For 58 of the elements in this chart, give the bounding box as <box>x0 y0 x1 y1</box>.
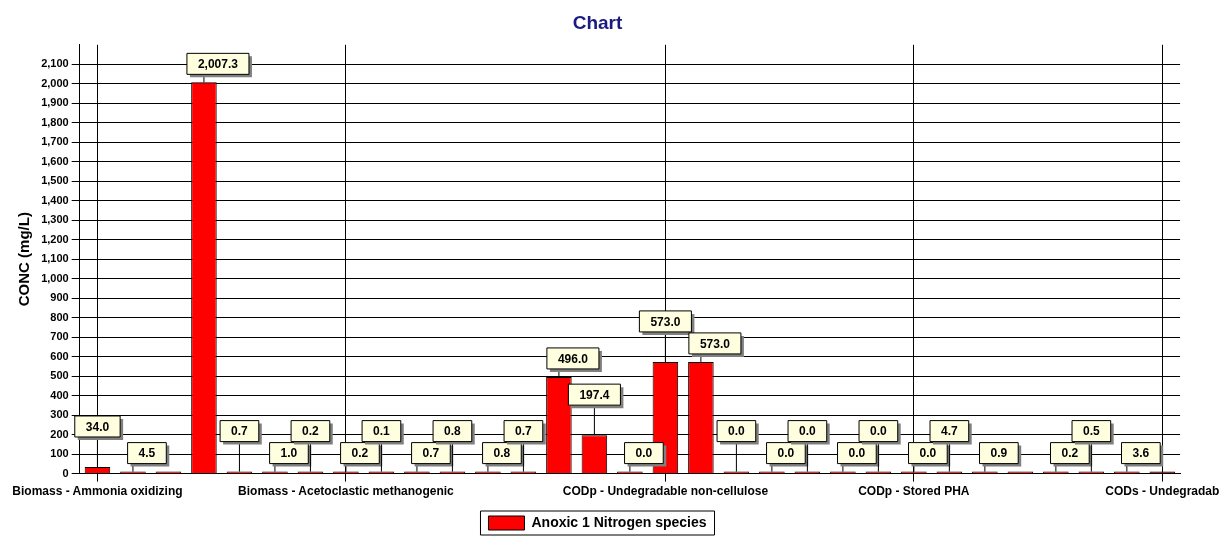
data-label: 4.7 <box>941 424 959 439</box>
x-tick-label: CODs - Undegradab <box>1105 484 1220 499</box>
data-label: 0.7 <box>231 424 249 439</box>
y-tick-label: 1,000 <box>41 271 69 284</box>
y-tick-label: 700 <box>50 330 69 343</box>
legend-label: Anoxic 1 Nitrogen species <box>531 513 707 530</box>
chart-title: Chart <box>572 11 623 33</box>
data-label: 0.7 <box>515 424 533 439</box>
y-tick-label: 1,500 <box>41 174 69 187</box>
data-label: 496.0 <box>557 351 589 366</box>
data-label: 0.8 <box>444 424 462 439</box>
data-label: 0.7 <box>422 446 440 461</box>
y-tick-label: 1,600 <box>41 154 69 167</box>
y-tick-label: 1,900 <box>41 96 69 109</box>
data-label: 0.0 <box>919 446 937 461</box>
data-label: 197.4 <box>579 387 610 402</box>
y-axis-title: CONC (mg/L) <box>15 212 33 307</box>
y-tick-label: 2,000 <box>41 76 69 89</box>
y-tick-label: 1,700 <box>41 135 69 148</box>
data-label: 0.0 <box>848 446 866 461</box>
data-label: 0.0 <box>635 446 653 461</box>
data-label: 0.2 <box>302 424 320 439</box>
y-tick-label: 800 <box>50 310 69 323</box>
x-tick-label: CODp - Stored PHA <box>858 484 970 499</box>
y-tick-label: 1,400 <box>41 193 69 206</box>
x-tick-label: CODp - Undegradable non-cellulose <box>562 484 769 499</box>
y-tick-label: 500 <box>50 369 69 382</box>
y-tick-label: 400 <box>50 388 69 401</box>
y-tick-label: 600 <box>50 349 69 362</box>
x-tick-label: Biomass - Ammonia oxidizing <box>12 484 183 499</box>
y-tick-label: 2,100 <box>41 57 69 70</box>
data-label: 0.1 <box>373 424 391 439</box>
y-tick-label: 900 <box>50 291 69 304</box>
data-label: 0.2 <box>1061 446 1079 461</box>
data-label: 0.0 <box>870 424 888 439</box>
y-tick-label: 1,200 <box>41 232 69 245</box>
y-tick-label: 0 <box>62 466 69 479</box>
y-tick-label: 100 <box>50 447 69 460</box>
y-tick-label: 200 <box>50 427 69 440</box>
y-tick-label: 1,800 <box>41 115 69 128</box>
data-label: 0.2 <box>351 446 369 461</box>
data-label: 0.0 <box>777 446 795 461</box>
x-tick-label: Biomass - Acetoclastic methanogenic <box>238 484 455 499</box>
data-label: 1.0 <box>280 446 298 461</box>
data-label: 0.9 <box>990 446 1008 461</box>
data-label: 573.0 <box>699 336 731 351</box>
data-label: 0.0 <box>799 424 817 439</box>
y-tick-label: 300 <box>50 408 69 421</box>
data-label: 0.5 <box>1083 424 1101 439</box>
y-tick-label: 1,300 <box>41 213 69 226</box>
data-label: 4.5 <box>138 446 156 461</box>
y-tick-label: 1,100 <box>41 252 69 265</box>
data-label: 2,007.3 <box>197 57 239 72</box>
data-label: 3.6 <box>1132 446 1150 461</box>
data-label: 34.0 <box>85 419 110 434</box>
data-label: 573.0 <box>650 314 681 329</box>
data-label: 0.8 <box>493 446 511 461</box>
data-label: 0.0 <box>728 424 746 439</box>
